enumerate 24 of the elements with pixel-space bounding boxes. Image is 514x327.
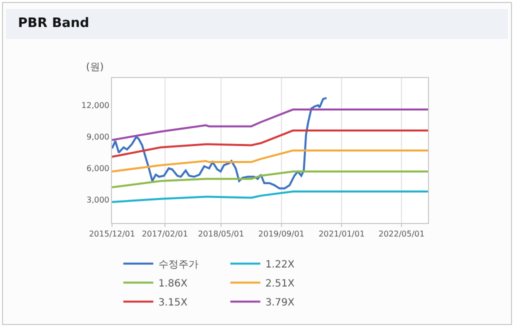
x-tick-label: 2017/02/01 bbox=[142, 230, 188, 239]
line-series bbox=[112, 96, 328, 190]
x-tick-label: 2018/05/01 bbox=[198, 230, 244, 239]
line-series bbox=[112, 170, 428, 188]
legend-label: 1.86X bbox=[158, 278, 188, 290]
chart-title: PBR Band bbox=[18, 16, 90, 31]
legend-label: 2.51X bbox=[265, 278, 295, 290]
legend-label: 3.15X bbox=[158, 298, 188, 308]
line-series bbox=[112, 190, 428, 203]
legend-label: 3.79X bbox=[265, 298, 295, 308]
y-tick-label: 6,000 bbox=[86, 164, 110, 174]
x-tick-label: 2022/05/01 bbox=[378, 230, 425, 239]
legend-label: 1.22X bbox=[265, 260, 295, 270]
y-tick-label: 9,000 bbox=[86, 132, 110, 142]
y-axis-title: (원) bbox=[86, 62, 104, 73]
x-tick-label: 2015/12/01 bbox=[88, 230, 136, 239]
legend-label: 수정주가 bbox=[158, 260, 198, 270]
line-series bbox=[112, 150, 428, 173]
y-tick-label: 3,000 bbox=[86, 196, 110, 205]
y-tick-label: 12,000 bbox=[81, 101, 110, 110]
x-tick-label: 2021/01/01 bbox=[318, 230, 365, 239]
x-tick-label: 2019/09/01 bbox=[258, 230, 304, 239]
line-series bbox=[112, 130, 428, 158]
line-series bbox=[112, 108, 428, 141]
